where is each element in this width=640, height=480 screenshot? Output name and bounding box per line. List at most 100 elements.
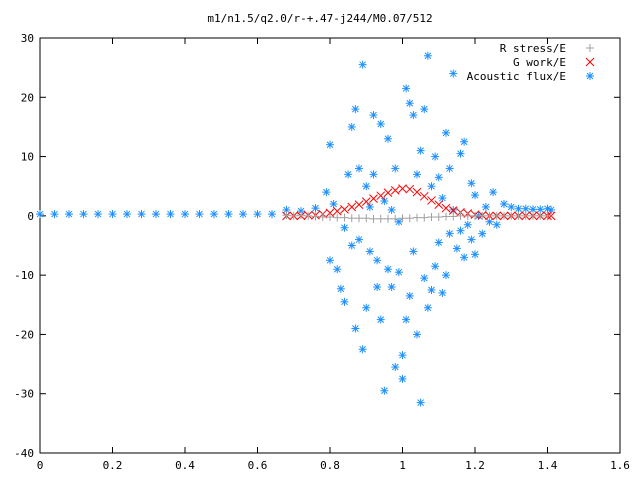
data-point — [181, 210, 189, 219]
data-point — [362, 214, 371, 223]
data-point — [500, 200, 508, 208]
data-point — [423, 303, 432, 312]
data-point — [383, 188, 393, 198]
data-point — [65, 210, 73, 219]
data-point — [326, 140, 334, 149]
data-point — [394, 268, 403, 277]
data-point — [398, 214, 407, 223]
data-point — [394, 217, 403, 226]
x-axis: 0 0.2 0.4 0.6 0.8 1 1.2 1.4 1.6 — [37, 38, 630, 472]
data-point — [325, 208, 335, 218]
data-point — [347, 214, 356, 223]
data-point — [137, 210, 146, 219]
data-point — [438, 288, 447, 297]
data-point — [448, 206, 458, 215]
y-tick-label: -30 — [14, 388, 34, 401]
y-tick-label: -10 — [14, 269, 34, 282]
data-point — [521, 204, 530, 213]
data-point — [398, 351, 407, 360]
data-point — [384, 214, 392, 223]
data-point — [365, 247, 374, 256]
plot-area — [36, 51, 556, 407]
data-point — [318, 213, 327, 222]
data-point — [376, 191, 386, 201]
data-point — [514, 204, 523, 213]
data-point — [445, 229, 454, 238]
data-point — [358, 345, 367, 354]
data-point — [492, 220, 501, 229]
data-point — [347, 241, 356, 250]
data-point — [438, 194, 447, 203]
data-point — [311, 212, 320, 221]
data-point — [471, 211, 479, 220]
data-point — [50, 210, 59, 219]
data-point — [373, 283, 382, 291]
data-point — [369, 170, 378, 179]
data-point — [326, 213, 334, 222]
data-point — [362, 182, 371, 191]
x-tick-label: 1.2 — [465, 459, 485, 472]
data-point — [195, 210, 204, 219]
data-point — [384, 265, 392, 274]
x-tick-label: 0.2 — [103, 459, 123, 472]
data-point — [431, 262, 440, 271]
data-point — [405, 99, 414, 108]
data-point — [481, 202, 490, 211]
data-point — [420, 213, 429, 222]
data-point — [398, 374, 407, 383]
data-point — [166, 210, 175, 219]
data-point — [355, 164, 363, 173]
data-point — [289, 211, 298, 220]
data-point — [449, 212, 458, 221]
data-point — [405, 214, 414, 223]
data-point — [354, 200, 364, 209]
data-point — [413, 213, 421, 222]
data-point — [460, 137, 469, 146]
data-point — [326, 256, 334, 265]
data-point — [423, 51, 432, 60]
data-point — [434, 200, 444, 209]
data-point — [442, 128, 450, 137]
y-tick-label: -20 — [14, 328, 34, 341]
data-point — [376, 214, 385, 223]
data-point — [413, 330, 421, 339]
data-point — [452, 244, 461, 253]
data-point — [478, 211, 487, 220]
data-point — [529, 211, 537, 220]
x-tick-label: 1.6 — [610, 459, 630, 472]
data-point — [427, 285, 436, 294]
data-point — [387, 283, 396, 291]
data-point — [471, 191, 479, 200]
data-point — [419, 191, 429, 201]
data-point — [441, 203, 451, 213]
data-point — [391, 214, 400, 223]
data-point — [434, 173, 443, 182]
plot-frame — [39, 37, 621, 454]
data-point — [412, 187, 422, 197]
data-point — [427, 196, 436, 205]
data-point — [373, 256, 382, 265]
series-acoustic-flux-e — [36, 51, 556, 407]
data-point — [420, 274, 429, 283]
data-point — [351, 324, 360, 333]
data-point — [380, 386, 389, 395]
data-point — [456, 149, 465, 158]
data-point — [369, 194, 378, 204]
data-point — [376, 315, 385, 324]
x-tick-label: 0.8 — [320, 459, 340, 472]
data-point — [398, 184, 407, 193]
data-point — [456, 211, 465, 220]
data-point — [500, 211, 508, 220]
data-point — [340, 297, 349, 306]
legend-marker — [586, 72, 594, 80]
legend-marker — [585, 57, 595, 67]
data-point — [489, 188, 498, 197]
data-point — [547, 205, 556, 214]
data-point — [108, 210, 117, 219]
data-point — [358, 60, 367, 69]
data-point — [543, 211, 552, 220]
data-point — [413, 170, 421, 179]
x-tick-label: 0 — [37, 459, 44, 472]
data-point — [405, 184, 415, 194]
